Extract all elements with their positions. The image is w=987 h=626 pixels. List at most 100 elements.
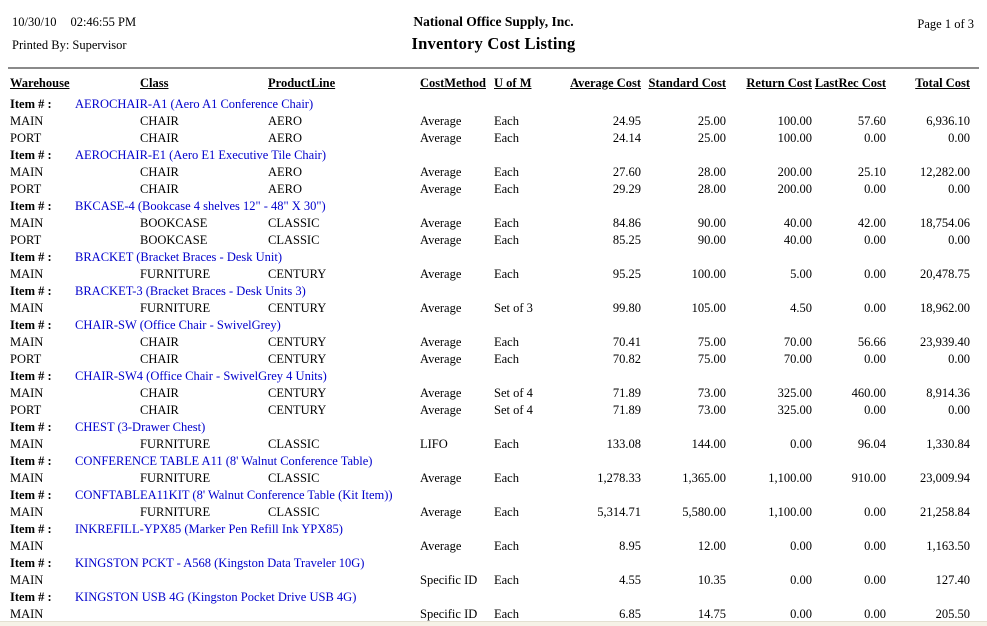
item-link[interactable]: AEROCHAIR-A1 (Aero A1 Conference Chair) xyxy=(75,97,314,111)
cell-productline: CLASSIC xyxy=(268,505,320,519)
cell-return-cost: 0.00 xyxy=(790,539,812,553)
cell-return-cost: 200.00 xyxy=(777,182,812,196)
cell-productline: AERO xyxy=(268,182,303,196)
cell-average-cost: 1,278.33 xyxy=(597,471,641,485)
item-link[interactable]: BRACKET-3 (Bracket Braces - Desk Units 3… xyxy=(75,284,306,298)
item-row: Item # : BKCASE-4 (Bookcase 4 shelves 12"… xyxy=(10,198,970,215)
cell-standard-cost: 25.00 xyxy=(697,114,726,128)
table-row: MAIN CHAIR CENTURY Average Set of 4 71.89 73.0… xyxy=(10,385,970,402)
item-number-label: Item # : xyxy=(10,148,52,162)
cell-return-cost: 100.00 xyxy=(777,114,812,128)
item-link[interactable]: INKREFILL-YPX85 (Marker Pen Refill Ink Y… xyxy=(75,522,343,536)
item-number-label: Item # : xyxy=(10,318,52,332)
item-link[interactable]: CONFTABLEA11KIT (8' Walnut Conference Ta… xyxy=(75,488,393,502)
cell-standard-cost: 14.75 xyxy=(697,607,726,621)
cell-productline: CENTURY xyxy=(268,403,327,417)
cell-return-cost: 0.00 xyxy=(790,607,812,621)
cell-class: CHAIR xyxy=(140,403,179,417)
report-header-right: Page 1 of 3 xyxy=(917,17,974,32)
cell-productline: CENTURY xyxy=(268,267,327,281)
report-header-left: 10/30/10 02:46:55 PM Printed By: Supervis… xyxy=(12,14,136,54)
item-link[interactable]: CHAIR-SW4 (Office Chair - SwivelGrey 4 U… xyxy=(75,369,327,383)
page-indicator: Page 1 of 3 xyxy=(917,17,974,31)
cell-class: CHAIR xyxy=(140,386,179,400)
column-header-u-of-m: U of M xyxy=(494,76,532,90)
item-link[interactable]: CHEST (3-Drawer Chest) xyxy=(75,420,206,434)
cell-return-cost: 4.50 xyxy=(790,301,812,315)
cell-return-cost: 100.00 xyxy=(777,131,812,145)
item-number-label: Item # : xyxy=(10,454,52,468)
cell-warehouse: MAIN xyxy=(10,301,44,315)
item-link[interactable]: CONFERENCE TABLE A11 (8' Walnut Conferen… xyxy=(75,454,373,468)
cell-u-of-m: Each xyxy=(494,437,519,451)
cell-average-cost: 70.82 xyxy=(612,352,641,366)
print-date: 10/30/10 xyxy=(12,15,57,29)
item-link[interactable]: KINGSTON PCKT - A568 (Kingston Data Trav… xyxy=(75,556,365,570)
item-row: Item # : CHAIR-SW (Office Chair - SwivelG… xyxy=(10,317,970,334)
cell-total-cost: 205.50 xyxy=(935,607,970,621)
cell-class: CHAIR xyxy=(140,182,179,196)
report-table: Warehouse Class ProductLine CostMethod U of … xyxy=(10,74,970,623)
item-row: Item # : KINGSTON PCKT - A568 (Kingston D… xyxy=(10,555,970,572)
item-link[interactable]: CHAIR-SW (Office Chair - SwivelGrey) xyxy=(75,318,281,332)
item-row: Item # : CHAIR-SW4 (Office Chair - Swivel… xyxy=(10,368,970,385)
cell-productline: AERO xyxy=(268,165,303,179)
cell-warehouse: MAIN xyxy=(10,165,44,179)
cell-total-cost: 6,936.10 xyxy=(926,114,970,128)
cell-standard-cost: 25.00 xyxy=(697,131,726,145)
column-header-warehouse: Warehouse xyxy=(10,76,70,90)
cell-average-cost: 27.60 xyxy=(612,165,641,179)
cell-total-cost: 0.00 xyxy=(948,233,970,247)
cell-standard-cost: 10.35 xyxy=(697,573,726,587)
item-link[interactable]: BRACKET (Bracket Braces - Desk Unit) xyxy=(75,250,283,264)
cell-u-of-m: Each xyxy=(494,505,519,519)
item-number-label: Item # : xyxy=(10,420,52,434)
cell-warehouse: MAIN xyxy=(10,335,44,349)
cell-costmethod: Average xyxy=(420,505,462,519)
table-row: MAIN Average Each 8.95 12.00 0.00 0.00 1,163.50 xyxy=(10,538,970,555)
table-row: MAIN FURNITURE CENTURY Average Set of 3 99.80… xyxy=(10,300,970,317)
cell-total-cost: 20,478.75 xyxy=(920,267,970,281)
report-header-center: National Office Supply, Inc. Inventory C… xyxy=(0,14,987,54)
cell-lastrec-cost: 0.00 xyxy=(864,403,886,417)
cell-productline: CLASSIC xyxy=(268,233,320,247)
cell-u-of-m: Each xyxy=(494,165,519,179)
item-link[interactable]: BKCASE-4 (Bookcase 4 shelves 12" - 48" X… xyxy=(75,199,326,213)
cell-return-cost: 70.00 xyxy=(783,335,812,349)
cell-warehouse: MAIN xyxy=(10,471,44,485)
cell-return-cost: 5.00 xyxy=(790,267,812,281)
cell-standard-cost: 73.00 xyxy=(697,386,726,400)
cell-productline: CENTURY xyxy=(268,301,327,315)
cell-u-of-m: Each xyxy=(494,114,519,128)
cell-u-of-m: Set of 4 xyxy=(494,403,533,417)
cell-costmethod: Average xyxy=(420,539,462,553)
cell-average-cost: 85.25 xyxy=(612,233,641,247)
cell-u-of-m: Each xyxy=(494,233,519,247)
cell-u-of-m: Set of 3 xyxy=(494,301,533,315)
cell-lastrec-cost: 910.00 xyxy=(851,471,886,485)
cell-total-cost: 0.00 xyxy=(948,352,970,366)
cell-return-cost: 325.00 xyxy=(777,386,812,400)
cell-costmethod: Average xyxy=(420,165,462,179)
table-row: MAIN BOOKCASE CLASSIC Average Each 84.86 90.00… xyxy=(10,215,970,232)
cell-costmethod: Average xyxy=(420,335,462,349)
table-row: MAIN FURNITURE CLASSIC Average Each 5,314.71 5… xyxy=(10,504,970,521)
cell-standard-cost: 1,365.00 xyxy=(682,471,726,485)
cell-class xyxy=(140,538,268,555)
cell-class: CHAIR xyxy=(140,165,179,179)
item-link[interactable]: KINGSTON USB 4G (Kingston Pocket Drive U… xyxy=(75,590,357,604)
table-row: MAIN FURNITURE CENTURY Average Each 95.25 100.… xyxy=(10,266,970,283)
cell-return-cost: 40.00 xyxy=(783,216,812,230)
cell-lastrec-cost: 0.00 xyxy=(864,233,886,247)
cell-class: CHAIR xyxy=(140,352,179,366)
cell-average-cost: 24.95 xyxy=(612,114,641,128)
cell-standard-cost: 75.00 xyxy=(697,335,726,349)
item-link[interactable]: AEROCHAIR-E1 (Aero E1 Executive Tile Cha… xyxy=(75,148,327,162)
cell-u-of-m: Each xyxy=(494,607,519,621)
cell-costmethod: Average xyxy=(420,182,462,196)
cell-total-cost: 1,330.84 xyxy=(926,437,970,451)
table-row: MAIN FURNITURE CLASSIC LIFO Each 133.08 144.00… xyxy=(10,436,970,453)
cell-costmethod: Average xyxy=(420,233,462,247)
cell-average-cost: 8.95 xyxy=(619,539,641,553)
cell-standard-cost: 73.00 xyxy=(697,403,726,417)
